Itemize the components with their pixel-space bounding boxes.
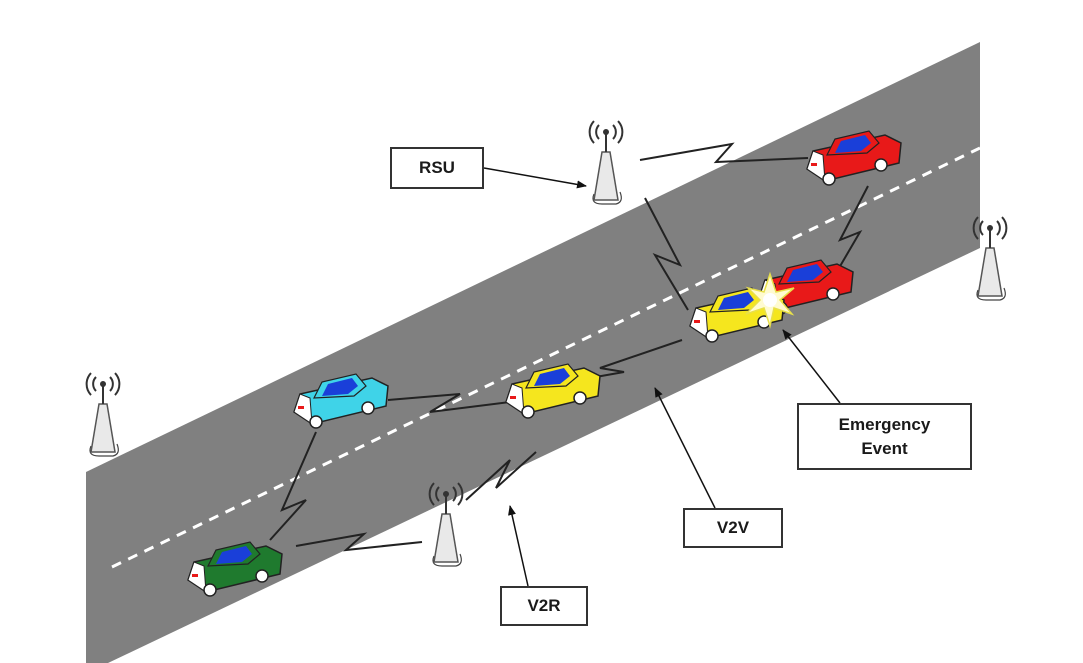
- wireless-link-icon: [644, 197, 689, 311]
- emergency-event-label: Emergency Event: [797, 403, 972, 470]
- wireless-link-icon: [589, 339, 683, 379]
- emergency-label-line2: Event: [861, 438, 908, 458]
- wireless-link-icon: [639, 142, 809, 164]
- arrow-icon: [782, 329, 841, 404]
- antenna-tower-icon: [588, 120, 624, 205]
- callout-arrows: [483, 167, 841, 587]
- rsu-label: RSU: [390, 147, 484, 189]
- wireless-link-icon: [465, 451, 537, 501]
- antenna-tower-icon: [85, 372, 121, 457]
- v2r-label: V2R: [500, 586, 588, 626]
- wireless-link-icon: [831, 185, 869, 281]
- v2v-label: V2V: [683, 508, 783, 548]
- arrow-icon: [508, 505, 529, 587]
- arrow-icon: [654, 387, 716, 509]
- wireless-links: [269, 142, 869, 552]
- arrow-icon: [483, 167, 587, 189]
- wireless-link-icon: [387, 393, 511, 413]
- road-surface: [86, 42, 980, 663]
- wireless-link-icon: [269, 431, 317, 541]
- crash-flash-icon: [745, 271, 795, 329]
- wireless-link-icon: [295, 532, 423, 552]
- emergency-label-line1: Emergency: [838, 414, 931, 434]
